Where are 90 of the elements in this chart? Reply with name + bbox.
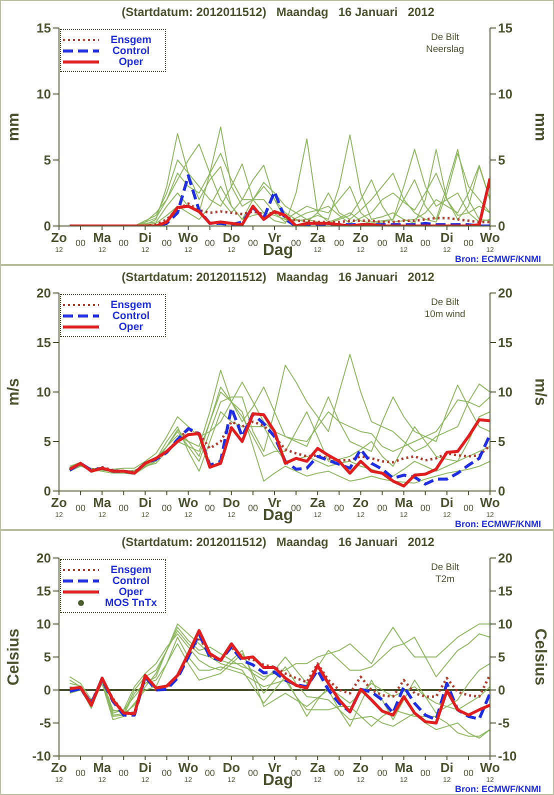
- x-tick-label: 00: [204, 503, 215, 513]
- x-tick-label: 00: [162, 768, 172, 778]
- y2-axis-title: mm: [531, 112, 548, 142]
- x-tick-label: Vr: [268, 230, 282, 245]
- legend-label: Ensgem: [110, 564, 152, 576]
- legend-label: Oper: [118, 56, 144, 68]
- x-tick-label: 00: [334, 768, 344, 778]
- y2-tick-label: 20: [498, 550, 512, 566]
- x-tick-label: 00: [463, 503, 474, 513]
- x-tick-label: 00: [76, 503, 86, 513]
- y2-tick-label: 10: [498, 384, 512, 400]
- x-tick-label: 00: [291, 503, 302, 513]
- y-axis-title: mm: [6, 112, 23, 142]
- y-tick-label: 20: [36, 286, 51, 301]
- x-tick-label: 00: [76, 238, 86, 248]
- chart-title: (Startdatum: 2012011512) Maandag 16 Januari 2012: [120, 5, 436, 19]
- x-tick-label: 00: [204, 238, 215, 248]
- y-tick-label: 20: [36, 550, 51, 566]
- text: Bron: ECMWF/KNMI: [455, 784, 541, 794]
- y2-tick-label: 10: [498, 86, 512, 102]
- y2-tick-label: 5: [498, 152, 506, 168]
- y2-tick-label: 15: [498, 335, 512, 350]
- y2-axis-title: m/s: [531, 378, 548, 406]
- x-tick-label: 00: [118, 503, 129, 513]
- legend-label: Control: [112, 44, 150, 56]
- y2-tick-label: 0: [498, 218, 506, 234]
- y-tick-label: 0: [44, 484, 51, 499]
- y-tick-label: -10: [32, 748, 51, 764]
- x-tick-label: Vr: [268, 495, 282, 510]
- x-tick-label: 00: [377, 238, 388, 248]
- legend-label: Ensgem: [110, 298, 152, 310]
- y-tick-label: 10: [36, 384, 51, 400]
- x-tick-label: 00: [248, 238, 258, 248]
- legend-label: Control: [112, 310, 150, 322]
- x-tick-label: 00: [118, 238, 129, 248]
- legend-label: Oper: [118, 586, 144, 598]
- y-tick-label: 0: [44, 682, 51, 698]
- x-tick-label: 00: [420, 768, 430, 778]
- y2-tick-label: 0: [498, 682, 506, 698]
- y2-tick-label: 5: [498, 650, 506, 665]
- text: Bron: ECMWF/KNMI: [455, 519, 541, 529]
- y-tick-label: -5: [39, 716, 51, 731]
- x-tick-label: 00: [334, 503, 344, 513]
- x-tick-label: 00: [204, 768, 215, 778]
- x-tick-label: 00: [291, 768, 302, 778]
- y-tick-label: 5: [44, 650, 51, 665]
- legend-label: Control: [112, 574, 150, 586]
- y2-axis-title: Celsius: [531, 628, 548, 686]
- x-tick-label: 00: [76, 768, 86, 778]
- x-tick-label: 00: [248, 503, 258, 513]
- y2-tick-label: 5: [498, 434, 506, 450]
- x-tick-label: 00: [248, 768, 258, 778]
- x-tick-label: 00: [334, 238, 344, 248]
- x-tick-label: 00: [162, 238, 172, 248]
- text: Bron: ECMWF/KNMI: [455, 254, 541, 264]
- y-tick-label: 10: [36, 86, 51, 102]
- y-tick-label: 5: [44, 152, 51, 168]
- y2-tick-label: 15: [498, 584, 512, 599]
- y-tick-label: 10: [36, 616, 51, 632]
- y-axis-title: m/s: [6, 378, 23, 406]
- chart-title: (Startdatum: 2012011512) Maandag 16 Januari 2012: [120, 270, 436, 284]
- x-tick-label: 00: [420, 503, 430, 513]
- x-tick-label: 00: [463, 238, 474, 248]
- x-tick-label: 00: [420, 238, 430, 248]
- legend-label: MOS TnTx: [104, 596, 158, 608]
- x-tick-label: 00: [463, 768, 474, 778]
- y2-tick-label: 0: [498, 484, 506, 499]
- y-tick-label: 0: [44, 218, 51, 234]
- y-tick-label: 15: [36, 335, 51, 350]
- y2-tick-label: 10: [498, 616, 512, 632]
- y2-tick-label: -5: [498, 716, 510, 731]
- y-tick-label: 15: [36, 20, 51, 36]
- x-tick-label: 00: [291, 238, 302, 248]
- annotation: De Bilt T2m: [430, 562, 460, 586]
- x-tick-label: 00: [118, 768, 129, 778]
- y2-tick-label: -10: [498, 748, 517, 764]
- legend-label: Ensgem: [110, 34, 152, 46]
- x-tick-label: 00: [377, 768, 388, 778]
- y2-tick-label: 20: [498, 286, 512, 301]
- y-tick-label: 5: [44, 434, 51, 450]
- annotation: De Bilt 10m wind: [424, 297, 466, 321]
- chart-title: (Startdatum: 2012011512) Maandag 16 Januari 2012: [120, 535, 436, 549]
- annotation: De Bilt Neerslag: [424, 32, 466, 56]
- x-tick-label: 00: [162, 503, 172, 513]
- legend-label: Oper: [118, 320, 144, 332]
- y-tick-label: 15: [36, 584, 51, 599]
- y2-tick-label: 15: [498, 20, 512, 36]
- x-tick-label: 00: [377, 503, 388, 513]
- y-axis-title: Celsius: [6, 628, 23, 686]
- x-tick-label: Vr: [268, 760, 282, 775]
